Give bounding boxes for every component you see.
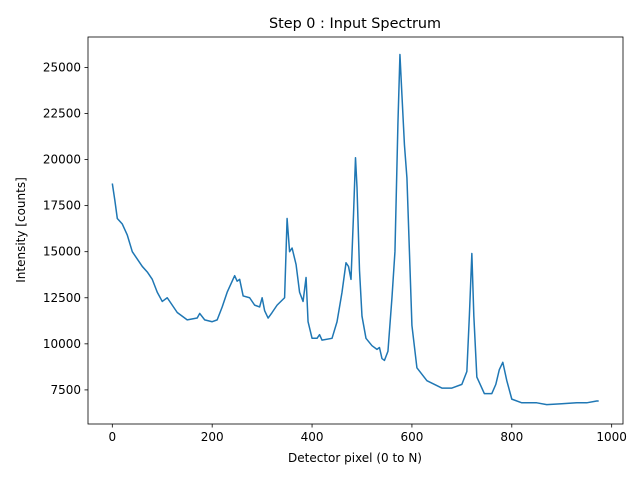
y-tick-label: 20000: [43, 153, 81, 167]
y-tick-label: 12500: [43, 291, 81, 305]
spectrum-line: [111, 53, 599, 406]
y-tick-label: 25000: [43, 60, 81, 74]
x-tick-label: 800: [500, 430, 523, 444]
x-tick-label: 600: [400, 430, 423, 444]
y-tick-label: 15000: [43, 245, 81, 259]
x-tick-label: 400: [301, 430, 324, 444]
x-axis-label: Detector pixel (0 to N): [288, 451, 422, 465]
y-axis-label: Intensity [counts]: [14, 177, 28, 283]
plot-frame: [87, 36, 624, 425]
chart-title: Step 0 : Input Spectrum: [269, 16, 441, 32]
x-tick-label: 1000: [596, 430, 627, 444]
x-tick-label: 200: [201, 430, 224, 444]
x-tick-label: 0: [108, 430, 116, 444]
y-tick-label: 17500: [43, 199, 81, 213]
y-tick-label: 7500: [50, 383, 81, 397]
y-tick-label: 10000: [43, 337, 81, 351]
y-tick-label: 22500: [43, 106, 81, 120]
